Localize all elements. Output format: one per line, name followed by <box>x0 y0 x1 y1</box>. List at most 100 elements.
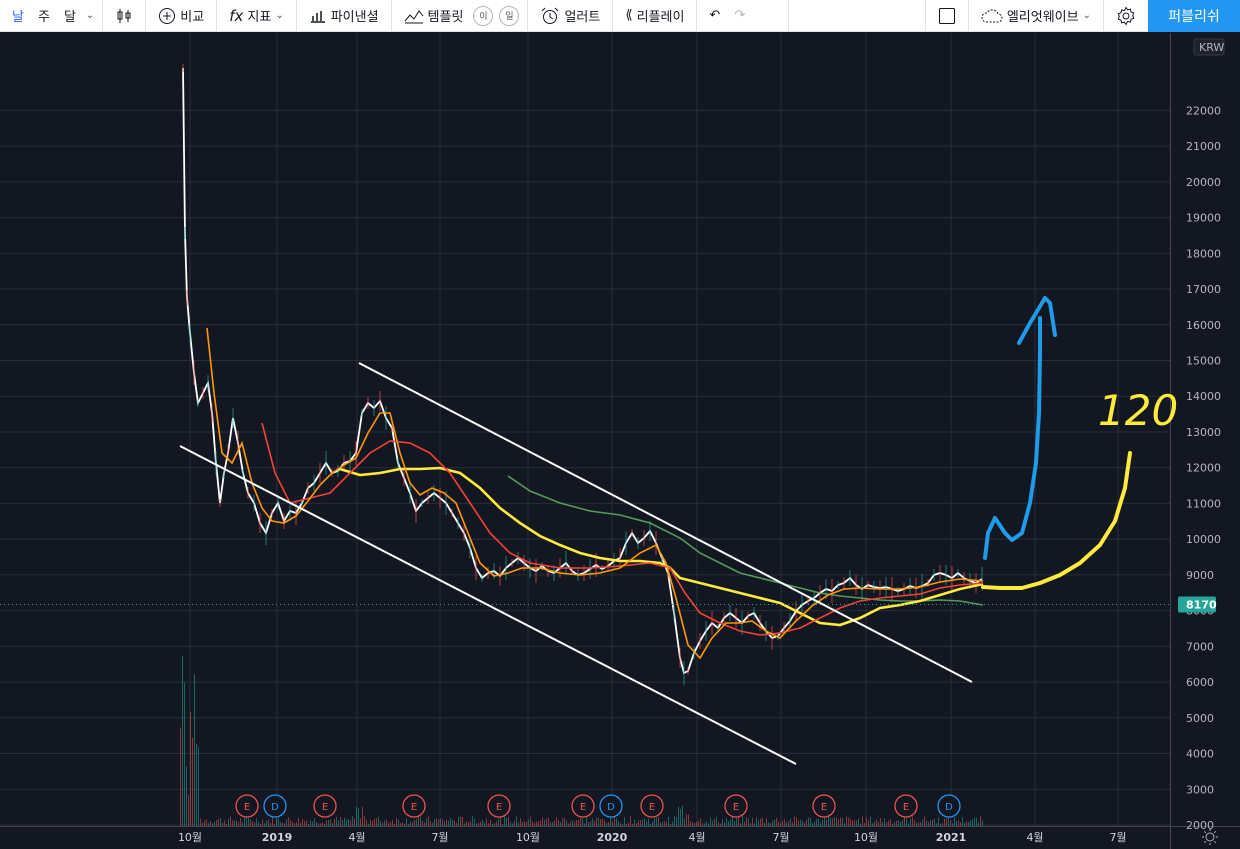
financials-button[interactable]: 파이낸셜 <box>305 3 383 29</box>
compare-button[interactable]: 비교 <box>154 3 208 29</box>
event-marker-earnings[interactable]: E <box>487 794 511 818</box>
volume-bar <box>636 823 637 826</box>
volume-bar <box>490 820 491 826</box>
event-marker-earnings[interactable]: E <box>235 794 259 818</box>
event-marker-earnings[interactable]: E <box>571 794 595 818</box>
volume-bar <box>856 820 857 826</box>
current-price-badge <box>1178 596 1216 613</box>
alert-button[interactable]: 얼러트 <box>536 3 604 29</box>
event-marker-earnings[interactable]: E <box>812 794 836 818</box>
volume-bar <box>262 819 263 826</box>
price-chart[interactable]: E D E E E E D E E E E D 22000 21000 20000 19000 18000 17… <box>0 33 1240 849</box>
current-price-label: 8170 <box>1186 599 1217 612</box>
layout-name-button[interactable]: 엘리엇웨이브 ⌄ <box>977 3 1095 29</box>
volume-bar <box>296 822 297 826</box>
volume-bar <box>336 816 337 826</box>
blue-arrow-head <box>1017 296 1057 345</box>
volume-bar <box>244 817 245 826</box>
replay-button[interactable]: ⟪ 리플레이 <box>621 3 688 29</box>
gear-icon[interactable] <box>1112 3 1140 29</box>
volume-bar <box>552 821 553 826</box>
volume-bar <box>408 823 409 826</box>
event-marker-dividend[interactable]: D <box>599 794 623 818</box>
interval-week[interactable]: 주 <box>37 10 50 25</box>
undo-icon[interactable]: ↶ <box>709 8 721 23</box>
event-marker-earnings[interactable]: E <box>894 794 918 818</box>
volume-bar <box>656 817 657 826</box>
volume-bar <box>884 818 885 826</box>
redo-icon[interactable]: ↷ <box>734 8 746 23</box>
interval-day[interactable]: 날 <box>12 10 24 25</box>
volume-bar <box>688 814 689 826</box>
volume-bar <box>258 821 259 826</box>
chart-background <box>0 33 1240 849</box>
volume-bar <box>734 820 735 826</box>
volume-bar <box>500 817 501 826</box>
volume-bar <box>784 819 785 826</box>
volume-bar <box>222 822 223 826</box>
blue-arrow-line <box>983 316 1042 560</box>
chevron-down-icon[interactable]: ⌄ <box>85 10 95 21</box>
volume-bar <box>312 821 313 826</box>
volume-bar <box>736 818 737 826</box>
volume-bar <box>772 820 773 826</box>
volume-bar <box>208 822 209 826</box>
chart-series <box>0 64 1170 685</box>
volume-bar <box>660 822 661 826</box>
select-layout-icon[interactable] <box>934 3 960 29</box>
interval-month[interactable]: 달 <box>63 10 76 25</box>
bar-chart-icon <box>310 10 325 23</box>
chevron-down-icon[interactable]: ⌄ <box>275 10 284 21</box>
volume-bar <box>518 822 519 826</box>
candles-icon[interactable] <box>111 3 137 29</box>
volume-bar <box>308 823 309 826</box>
templates-button[interactable]: 템플릿 <box>400 3 468 29</box>
volume-bar <box>194 674 195 826</box>
volume-bar <box>572 820 573 826</box>
volume-bar <box>508 816 509 826</box>
volume-bar <box>816 818 817 826</box>
volume-bar <box>430 821 431 826</box>
volume-bar <box>444 821 445 826</box>
volume-bar <box>524 821 525 826</box>
event-marker-earnings[interactable]: E <box>640 794 664 818</box>
indicators-button[interactable]: fx 지표 ⌄ <box>225 3 287 29</box>
volume-bar <box>200 818 201 826</box>
volume-bar <box>520 818 521 826</box>
templates-label: 템플릿 <box>427 10 464 25</box>
volume-bar <box>644 818 645 826</box>
price-tick-label: 6000 <box>1186 676 1214 689</box>
price-tick-label: 2000 <box>1186 819 1214 832</box>
volume-bar <box>860 823 861 826</box>
chart-type-group <box>103 0 147 32</box>
event-marker-earnings[interactable]: E <box>402 794 426 818</box>
volume-bar <box>850 819 851 826</box>
volume-bar <box>268 819 269 826</box>
event-marker-dividend[interactable]: D <box>937 794 961 818</box>
volume-bar <box>712 820 713 826</box>
event-marker-earnings[interactable]: E <box>313 794 337 818</box>
volume-bar <box>670 823 671 826</box>
volume-bar <box>600 819 601 826</box>
volume-bar <box>180 727 181 826</box>
volume-bar <box>590 820 591 826</box>
time-tick-label: 10월 <box>516 831 540 844</box>
event-marker-dividend[interactable]: D <box>263 794 287 818</box>
template-pill-2[interactable]: 일 <box>499 5 520 26</box>
event-marker-earnings[interactable]: E <box>724 794 748 818</box>
volume-bar <box>368 823 369 826</box>
volume-bar <box>242 821 243 826</box>
volume-bar <box>578 819 579 826</box>
volume-bar <box>594 820 595 826</box>
publish-button[interactable]: 퍼블리쉬 <box>1148 0 1240 32</box>
volume-bar <box>566 820 567 826</box>
template-pill-1[interactable]: 이 <box>473 5 494 26</box>
volume-bar <box>548 818 549 826</box>
volume-bar <box>966 821 967 826</box>
volume-bar <box>370 819 371 826</box>
volume-bar <box>240 818 241 826</box>
volume-bar <box>360 818 361 826</box>
volume-bar <box>586 817 587 826</box>
volume-bar <box>502 823 503 826</box>
volume-bar <box>676 816 677 826</box>
